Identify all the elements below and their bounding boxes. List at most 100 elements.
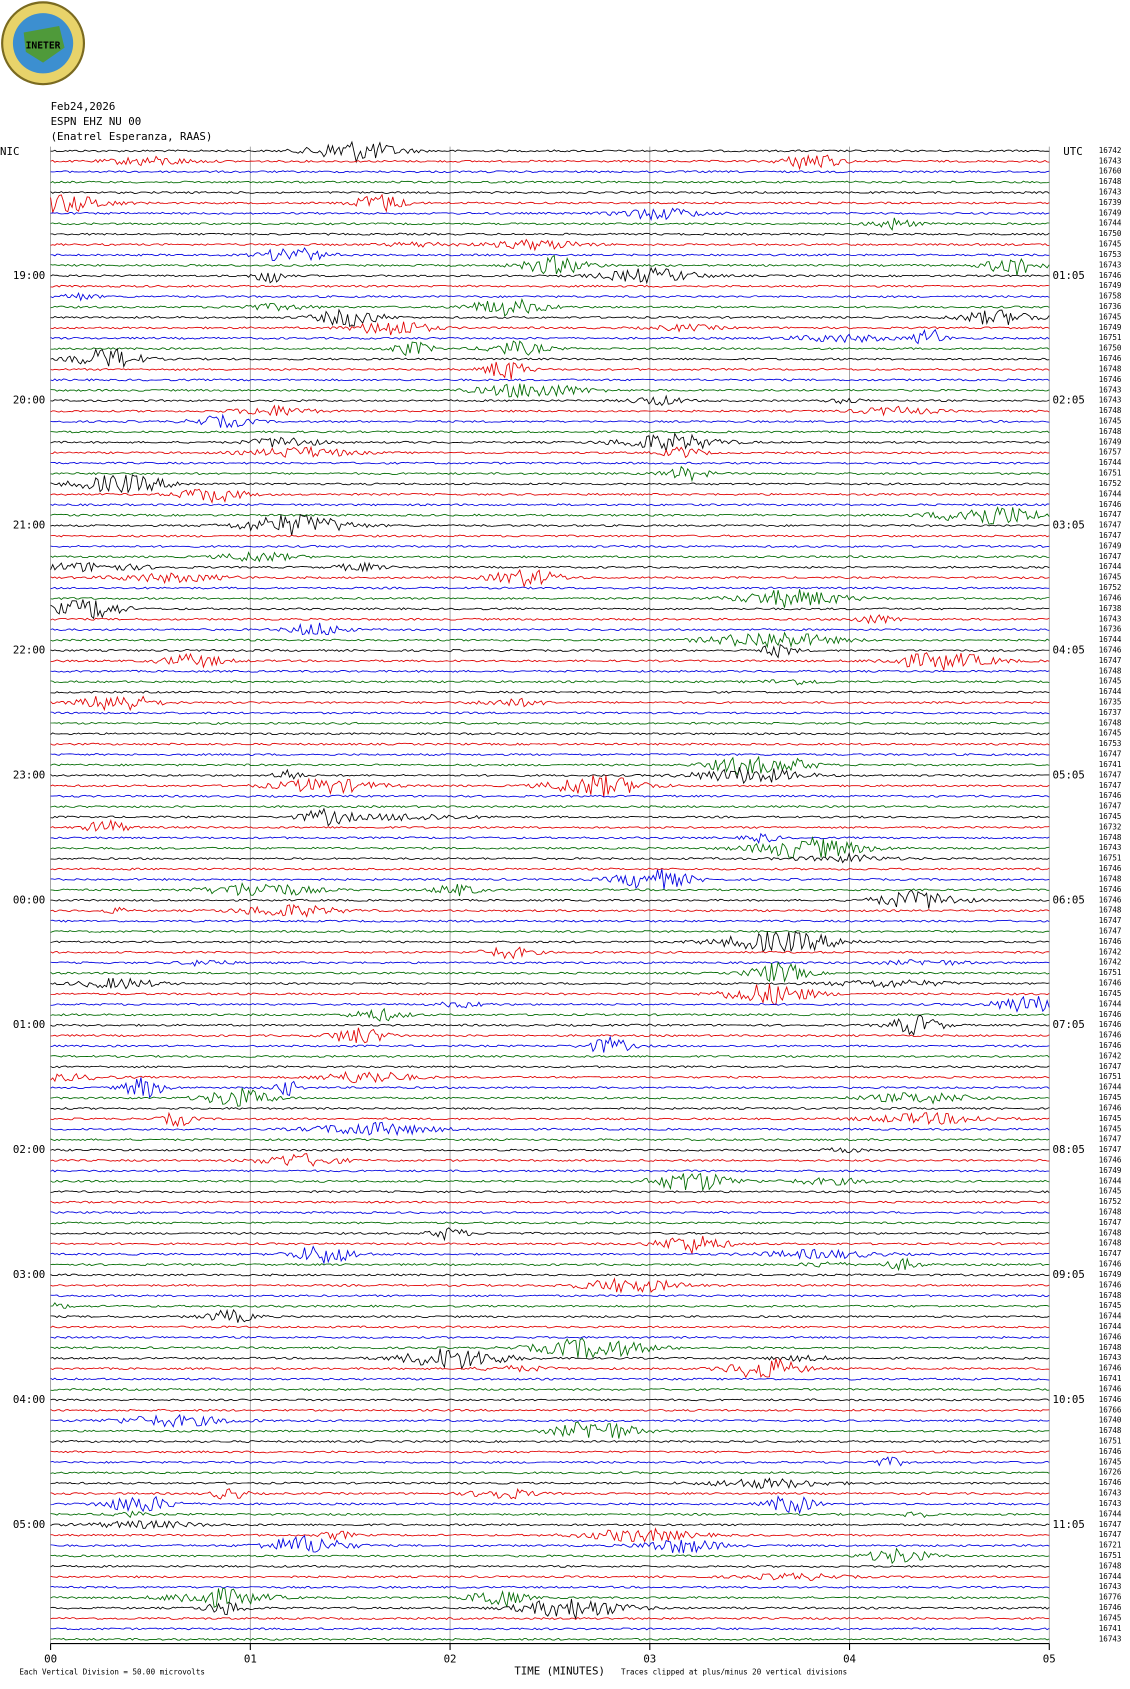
trace [50,430,1050,434]
trace [50,232,1050,236]
trace-label: 16766 [1099,1405,1122,1414]
trace [50,1277,1050,1294]
trace-label: 16746 [1099,645,1122,654]
trace-label: 16741 [1099,760,1122,769]
trace [50,1572,1050,1581]
trace [50,394,1050,407]
local-time: 22:00 [13,643,45,656]
trace-label: 16758 [1099,292,1122,301]
trace [50,1564,1050,1568]
scale-note: Each Vertical Division = 50.00 microvolt… [19,1668,205,1677]
trace-label: 16746 [1099,1010,1122,1019]
trace-label: 16745 [1099,812,1122,821]
trace-label: 16747 [1099,770,1122,779]
trace-label: 16745 [1099,1613,1122,1622]
trace [50,238,1050,252]
trace [50,1527,1050,1543]
trace [50,1598,1050,1619]
local-time: 21:00 [13,519,45,532]
trace [50,1398,1050,1402]
trace-label: 16745 [1099,1093,1122,1102]
trace-label: 16743 [1099,396,1122,405]
utc-time: 09:05 [1053,1268,1085,1281]
trace-label: 16748 [1099,406,1122,415]
trace [50,919,1050,923]
utc-time: 03:05 [1053,519,1085,532]
trace-label: 16750 [1099,344,1122,353]
trace-label: 16744 [1099,1312,1122,1321]
trace-label: 16749 [1099,208,1122,217]
trace-label: 16747 [1099,521,1122,530]
trace-label: 16747 [1099,1218,1122,1227]
local-time: 03:00 [13,1268,45,1281]
trace [50,1471,1050,1475]
trace-label: 16748 [1099,427,1122,436]
trace-label: 16747 [1099,927,1122,936]
trace-label: 16743 [1099,1353,1122,1362]
trace-label: 16745 [1099,1301,1122,1310]
x-tick-label: 02 [444,1653,457,1666]
date: Feb24,2026 [51,100,116,113]
trace-label: 16751 [1099,1551,1122,1560]
trace-label: 16746 [1099,500,1122,509]
trace-label: 16750 [1099,229,1122,238]
site: (Enatrel Esperanza, RAAS) [51,130,213,143]
trace [50,297,1050,317]
trace [50,753,1050,757]
trace [50,328,1050,345]
trace-label: 16746 [1099,271,1122,280]
trace [50,1106,1050,1111]
trace [50,383,1050,399]
trace-label: 16746 [1099,895,1122,904]
trace [50,1308,1050,1323]
local-time: 04:00 [13,1393,45,1406]
trace [50,378,1050,382]
utc-time: 04:05 [1053,643,1085,656]
trace [50,775,1050,798]
trace [50,807,1050,827]
trace-label: 16737 [1099,708,1122,717]
trace [50,695,1050,712]
trace-label: 16743 [1099,188,1122,197]
trace [50,1358,1050,1379]
trace [50,977,1050,990]
trace [50,340,1050,357]
trace [50,930,1050,933]
trace [50,154,1050,171]
trace [50,561,1050,573]
trace [50,544,1050,548]
trace-label: 16749 [1099,281,1122,290]
trace [50,1007,1050,1022]
trace-label: 16746 [1099,885,1122,894]
trace [50,1348,1050,1371]
trace-label: 16746 [1099,1020,1122,1029]
trace-label: 16751 [1099,854,1122,863]
trace [50,432,1050,452]
trace [50,193,1050,214]
trace [50,1121,1050,1137]
trace [50,291,1050,302]
trace [50,711,1050,715]
trace-label: 16748 [1099,1291,1122,1300]
trace [50,1111,1050,1128]
trace [50,1547,1050,1565]
trace-label: 16743 [1099,1582,1122,1591]
trace [50,852,1050,864]
trace [50,721,1050,725]
x-tick-label: 05 [1043,1653,1056,1666]
trace-label: 16742 [1099,958,1122,967]
trace-label: 16746 [1099,375,1122,384]
trace [50,818,1050,832]
trace-label: 16749 [1099,1166,1122,1175]
trace [50,1413,1050,1428]
trace-label: 16746 [1099,1395,1122,1404]
trace [50,465,1050,483]
trace [50,767,1050,785]
trace-label: 16743 [1099,614,1122,623]
trace [50,631,1050,649]
trace-label: 16747 [1099,1135,1122,1144]
trace [50,404,1050,417]
trace-label: 16746 [1099,1260,1122,1269]
trace [50,622,1050,636]
